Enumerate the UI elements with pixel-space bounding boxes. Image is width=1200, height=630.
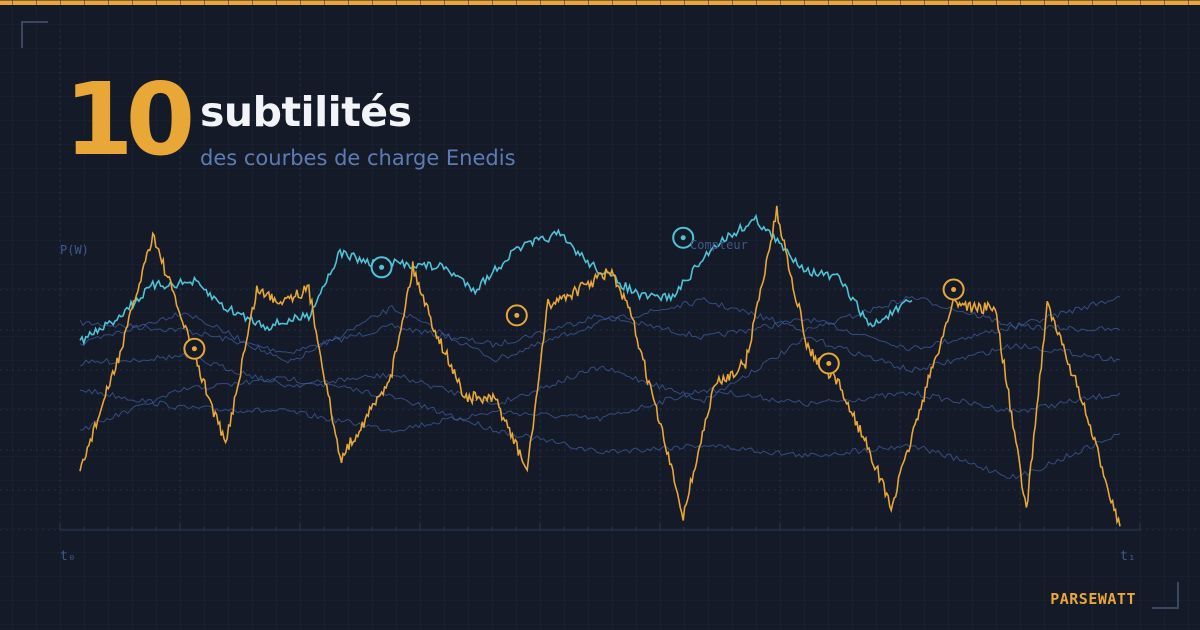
x-tick-label-start: t₀ [60,549,76,564]
background-series-group [79,295,1121,480]
data-marker [672,226,695,249]
title-number: 10 [64,61,195,178]
marker-dot [951,287,957,292]
marker-dot [379,264,385,270]
annotation-label: Compteur [690,238,748,252]
x-tick-label-end: t₁ [1120,549,1136,564]
series-line-orange [79,205,1121,527]
data-marker [183,337,206,360]
data-marker [505,304,528,327]
series-line-background [79,376,1121,480]
x-axis [59,524,1141,531]
data-marker [817,352,840,375]
marker-dot [191,346,197,352]
marker-dot [826,361,832,366]
marker-dot [680,235,686,241]
corner-bracket-bottom-right [1152,582,1179,609]
series-line-background [79,387,1121,433]
data-marker [942,278,965,301]
title-text: subtilités [200,88,412,136]
series-line-background [79,295,1121,364]
marker-dot [514,312,520,318]
y-axis-label: P(W) [60,243,89,257]
corner-bracket-top-left [21,21,48,48]
series-line-background [79,314,1121,355]
data-marker [370,256,393,279]
highlight-series-group [79,205,1121,527]
series-line-background [79,336,1121,406]
marker-group [183,226,965,375]
subtitle-text: des courbes de charge Enedis [200,146,516,170]
brand-logo-text: PARSEWATT [1050,590,1136,608]
